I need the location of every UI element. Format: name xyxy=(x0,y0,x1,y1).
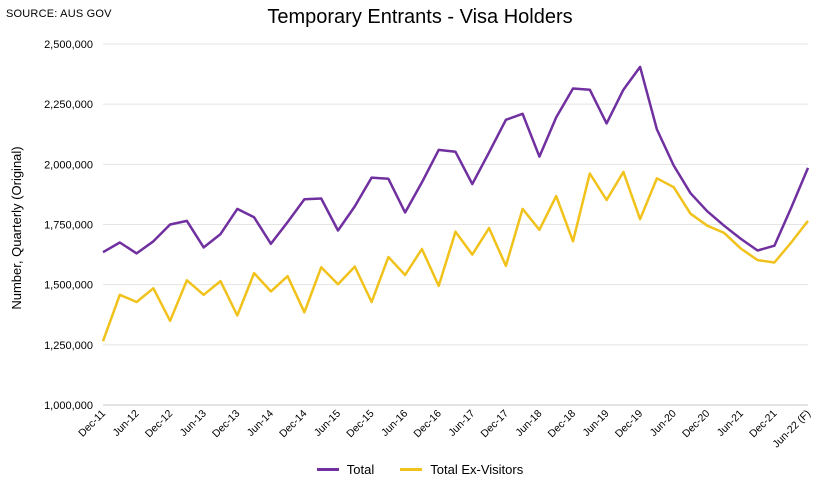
series-line-total xyxy=(102,65,810,255)
y-tick-label: 1,000,000 xyxy=(44,400,93,412)
y-tick-label: 2,500,000 xyxy=(44,39,93,51)
x-tick-label: Jun-20 xyxy=(648,408,679,439)
x-tick-label: Dec-13 xyxy=(210,408,243,441)
y-tick-label: 2,250,000 xyxy=(44,99,93,111)
legend-item-ex-visitors: Total Ex-Visitors xyxy=(400,462,523,477)
chart-title: Temporary Entrants - Visa Holders xyxy=(267,6,573,28)
legend-swatch-ex-visitors xyxy=(400,467,423,471)
x-tick-label: Dec-17 xyxy=(479,408,512,441)
x-tick-label: Jun-12 xyxy=(111,408,142,439)
x-tick-label: Dec-15 xyxy=(344,408,377,441)
x-tick-label: Dec-16 xyxy=(411,408,444,441)
x-tick-labels: Dec-11 Jun-12 Dec-12 Jun-13 Dec-13 Jun-14 Dec-… xyxy=(76,408,813,451)
x-tick-label: Dec-11 xyxy=(76,408,108,440)
y-tick-label: 1,500,000 xyxy=(44,280,93,292)
source-label: SOURCE: AUS GOV xyxy=(6,8,112,20)
y-tick-label: 1,750,000 xyxy=(44,220,93,232)
x-tick-label: Jun-19 xyxy=(581,408,612,439)
legend-swatch-total xyxy=(316,467,339,471)
x-tick-label: Jun-21 xyxy=(715,408,746,439)
x-tick-label: Jun-13 xyxy=(178,408,209,439)
series-line-total-ex-visitors xyxy=(101,170,809,342)
x-tick-label: Dec-19 xyxy=(613,408,646,441)
x-tick-label: Dec-21 xyxy=(747,408,780,441)
x-tick-label: Jun-18 xyxy=(513,408,544,439)
x-tick-label: Dec-20 xyxy=(680,408,713,441)
y-tick-labels: 1,000,000 1,250,000 1,500,000 1,750,000 2,00… xyxy=(44,39,93,412)
series-lines xyxy=(101,65,810,342)
x-tick-label: Jun-16 xyxy=(379,408,410,439)
legend-item-total: Total xyxy=(316,461,375,477)
x-tick-label: Jun-15 xyxy=(312,408,343,439)
x-tick-label: Dec-12 xyxy=(143,408,176,441)
x-tick-label: Jun-14 xyxy=(245,408,276,439)
x-tick-label: Dec-18 xyxy=(546,408,579,441)
legend-label-total: Total xyxy=(346,461,375,477)
gridlines xyxy=(103,43,808,406)
x-tick-label: Jun-17 xyxy=(446,408,477,439)
y-tick-label: 1,250,000 xyxy=(44,340,93,352)
y-tick-label: 2,000,000 xyxy=(44,159,93,171)
y-axis-label: Number, Quarterly (Original) xyxy=(9,146,24,309)
legend: Total Total Ex-Visitors xyxy=(0,460,840,478)
x-tick-label: Dec-14 xyxy=(277,408,310,441)
legend-label-ex-visitors: Total Ex-Visitors xyxy=(430,461,524,477)
